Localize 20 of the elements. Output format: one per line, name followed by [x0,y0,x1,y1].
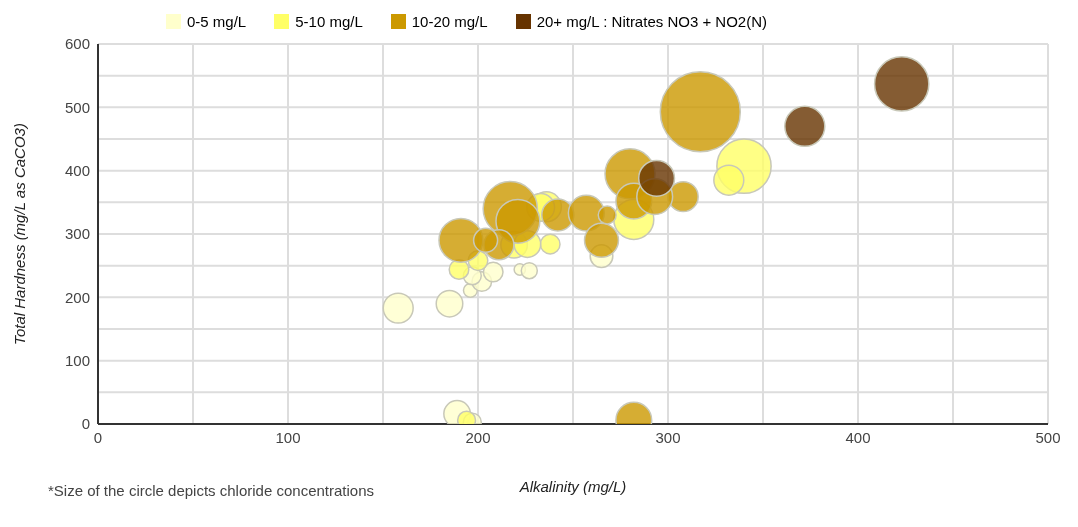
y-tick-label: 300 [64,225,90,243]
y-tick-label: 500 [64,98,90,116]
x-tick-label: 100 [275,428,301,446]
x-tick-label: 300 [655,428,681,446]
y-tick-label: 200 [64,288,90,306]
legend-label: 20+ mg/L : Nitrates NO3 + NO2(N) [536,12,767,30]
y-tick-label: 100 [64,351,90,369]
x-tick-label: 500 [1035,428,1061,446]
y-tick-label: 600 [64,35,90,53]
x-tick-label: 400 [845,428,871,446]
x-tick-label: 200 [465,428,491,446]
y-tick-label: 0 [81,415,90,433]
x-tick-label: 0 [93,428,103,446]
y-axis-title: Total Hardness (mg/L as CaCO3) [11,123,29,345]
x-axis-title: Alkalinity (mg/L) [518,478,627,495]
text: *Size of the circle depicts chloride concentrations [48,482,375,499]
legend-label: 5-10 mg/L [295,12,363,30]
legend-label: 10-20 mg/L [411,12,488,30]
y-tick-label: 400 [64,161,90,179]
legend-label: 0-5 mg/L [187,12,247,30]
